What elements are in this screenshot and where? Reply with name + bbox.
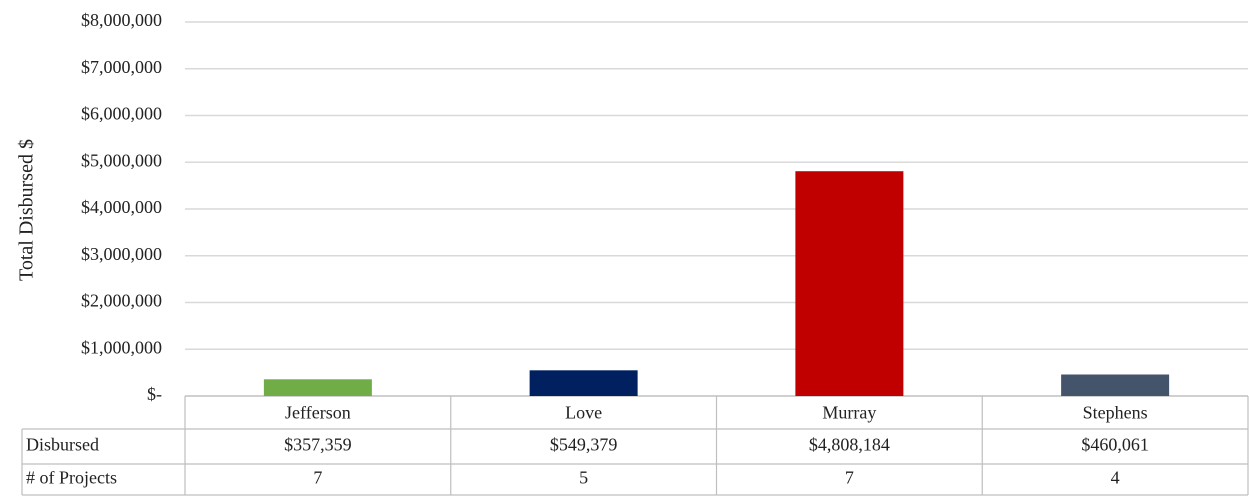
row-header: Disbursed: [26, 435, 99, 455]
table-value: 7: [313, 468, 322, 488]
y-tick-label: $8,000,000: [81, 10, 162, 30]
y-tick-label: $4,000,000: [81, 197, 162, 217]
table-value: $357,359: [284, 435, 352, 455]
bar: [1061, 374, 1170, 396]
table-value: $549,379: [550, 435, 618, 455]
table-value: 5: [579, 468, 588, 488]
bar: [529, 370, 638, 396]
y-tick-label: $-: [147, 384, 162, 404]
y-tick-label: $1,000,000: [81, 337, 162, 357]
table-value: $4,808,184: [809, 435, 890, 455]
table-value: 4: [1111, 468, 1120, 488]
y-tick-label: $5,000,000: [81, 150, 162, 170]
y-tick-label: $3,000,000: [81, 244, 162, 264]
x-tick-label: Stephens: [1083, 403, 1148, 423]
y-tick-label: $7,000,000: [81, 57, 162, 77]
bar: [263, 379, 372, 396]
bar: [795, 171, 904, 396]
y-tick-label: $6,000,000: [81, 104, 162, 124]
table-value: 7: [845, 468, 854, 488]
table-value: $460,061: [1081, 435, 1149, 455]
x-tick-label: Jefferson: [285, 403, 351, 423]
row-header: # of Projects: [26, 468, 117, 488]
x-tick-label: Murray: [822, 403, 876, 423]
y-axis-label: Total Disbursed $: [16, 139, 38, 281]
x-tick-label: Love: [565, 403, 602, 423]
y-tick-label: $2,000,000: [81, 291, 162, 311]
